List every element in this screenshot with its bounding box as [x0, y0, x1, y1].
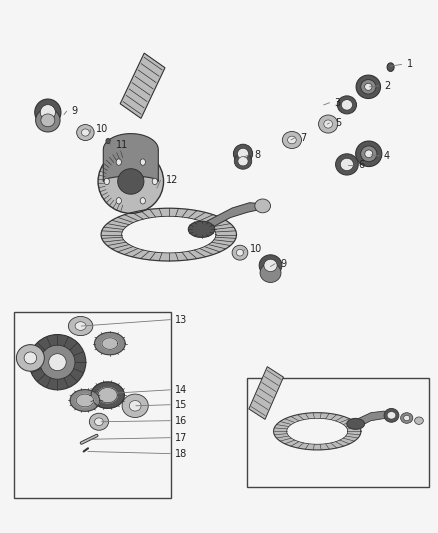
Ellipse shape	[41, 114, 55, 127]
Ellipse shape	[401, 413, 413, 423]
Polygon shape	[274, 413, 361, 450]
Text: 18: 18	[175, 449, 187, 458]
Ellipse shape	[259, 255, 282, 276]
Ellipse shape	[49, 354, 66, 370]
Ellipse shape	[324, 120, 332, 128]
Polygon shape	[95, 333, 125, 355]
Ellipse shape	[341, 100, 353, 110]
Ellipse shape	[233, 144, 253, 164]
Text: 4: 4	[384, 151, 390, 161]
Ellipse shape	[237, 249, 244, 256]
Text: 16: 16	[175, 416, 187, 426]
Circle shape	[387, 63, 394, 71]
Circle shape	[104, 178, 110, 184]
Circle shape	[116, 159, 121, 165]
Circle shape	[116, 198, 121, 204]
Text: 6: 6	[359, 160, 365, 171]
Ellipse shape	[122, 394, 148, 417]
Ellipse shape	[260, 263, 281, 282]
Ellipse shape	[365, 150, 373, 158]
Ellipse shape	[40, 345, 75, 379]
Circle shape	[152, 178, 157, 184]
Ellipse shape	[356, 141, 382, 166]
Ellipse shape	[77, 125, 94, 141]
Polygon shape	[76, 394, 94, 407]
Circle shape	[140, 198, 145, 204]
Text: 11: 11	[116, 140, 128, 150]
Polygon shape	[120, 53, 165, 118]
Ellipse shape	[35, 99, 61, 126]
Polygon shape	[102, 338, 118, 349]
Ellipse shape	[340, 158, 353, 171]
Text: 12: 12	[166, 175, 178, 185]
Ellipse shape	[98, 150, 163, 213]
Ellipse shape	[234, 154, 252, 169]
Ellipse shape	[35, 109, 60, 132]
Ellipse shape	[68, 317, 93, 336]
Text: 7: 7	[300, 133, 306, 143]
Ellipse shape	[360, 146, 377, 161]
Polygon shape	[249, 367, 283, 419]
Ellipse shape	[283, 132, 301, 149]
Ellipse shape	[129, 400, 141, 411]
Text: 15: 15	[175, 400, 188, 410]
Ellipse shape	[95, 418, 103, 425]
Text: 1: 1	[407, 60, 413, 69]
Circle shape	[106, 139, 110, 144]
Text: 5: 5	[335, 118, 341, 128]
Polygon shape	[70, 390, 100, 411]
Ellipse shape	[336, 154, 358, 175]
Ellipse shape	[238, 157, 248, 166]
Ellipse shape	[24, 352, 37, 364]
Ellipse shape	[81, 129, 89, 136]
Ellipse shape	[288, 136, 296, 144]
Ellipse shape	[118, 168, 144, 194]
Text: 13: 13	[175, 314, 187, 325]
Polygon shape	[354, 411, 396, 429]
Text: 3: 3	[335, 98, 341, 108]
Polygon shape	[103, 134, 158, 181]
Text: 8: 8	[254, 150, 260, 160]
Bar	[247, 378, 428, 487]
Text: 17: 17	[175, 433, 188, 443]
Polygon shape	[101, 208, 237, 261]
Ellipse shape	[255, 199, 271, 213]
Ellipse shape	[75, 322, 86, 330]
Ellipse shape	[404, 415, 410, 421]
Ellipse shape	[264, 259, 277, 272]
Text: 9: 9	[280, 259, 286, 269]
Ellipse shape	[16, 345, 44, 371]
Ellipse shape	[89, 413, 109, 430]
Ellipse shape	[40, 104, 56, 120]
Polygon shape	[188, 221, 215, 237]
Polygon shape	[347, 418, 364, 429]
Circle shape	[140, 159, 145, 165]
Ellipse shape	[415, 417, 424, 424]
Ellipse shape	[356, 75, 381, 99]
Ellipse shape	[232, 245, 248, 260]
Ellipse shape	[365, 83, 372, 90]
Polygon shape	[122, 216, 216, 253]
Ellipse shape	[361, 79, 376, 94]
Ellipse shape	[318, 115, 338, 133]
Text: 10: 10	[250, 245, 262, 254]
Text: 2: 2	[384, 81, 390, 91]
Ellipse shape	[29, 335, 86, 390]
Polygon shape	[91, 382, 124, 408]
Text: 10: 10	[96, 124, 108, 134]
Ellipse shape	[237, 148, 249, 159]
Polygon shape	[199, 203, 267, 233]
Ellipse shape	[384, 408, 399, 422]
Text: 9: 9	[72, 106, 78, 116]
Ellipse shape	[387, 411, 396, 419]
Polygon shape	[98, 387, 117, 403]
Ellipse shape	[337, 96, 357, 114]
Text: 14: 14	[175, 385, 187, 395]
Bar	[14, 312, 171, 498]
Polygon shape	[287, 418, 348, 445]
